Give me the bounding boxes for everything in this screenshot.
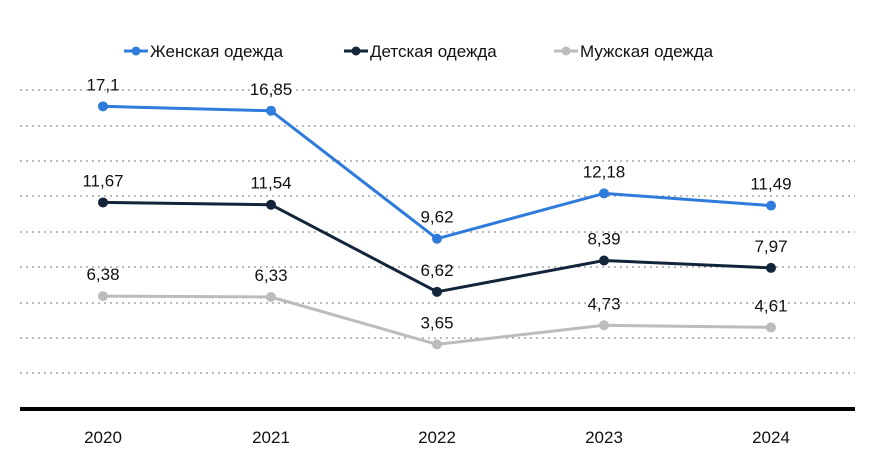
data-point[interactable] [766,200,776,211]
data-label: 12,18 [583,162,626,181]
x-tick-label: 2023 [585,428,623,447]
data-label: 16,85 [250,80,293,99]
data-label: 11,49 [750,175,791,194]
legend-item[interactable]: Женская одежда [124,42,284,61]
data-label: 17,1 [86,75,119,94]
data-label: 11,54 [250,174,291,193]
data-point[interactable] [766,262,776,273]
data-point[interactable] [98,197,108,208]
x-tick-label: 2022 [418,428,456,447]
series-1: 11,67 11,54 6,62 8,39 7,97 [82,171,788,297]
data-label: 7,97 [754,237,787,256]
series-0: 17,1 16,85 9,62 12,18 11,49 [86,75,792,244]
data-point[interactable] [432,233,442,244]
data-point[interactable] [266,105,276,116]
data-point[interactable] [599,255,609,266]
data-label: 8,39 [587,229,620,248]
legend-item[interactable]: Детская одежда [344,42,497,61]
data-point[interactable] [266,291,276,302]
data-point[interactable] [766,322,776,333]
data-point[interactable] [599,320,609,331]
series-2: 6,38 6,33 3,65 4,73 4,61 [86,265,788,350]
legend-label: Женская одежда [150,42,284,61]
data-label: 4,61 [754,296,787,315]
legend-marker-icon [131,46,141,56]
data-label: 6,38 [86,265,119,284]
data-point[interactable] [98,291,108,302]
x-tick-label: 2024 [752,428,790,447]
legend-marker-icon [561,46,571,56]
data-point[interactable] [432,286,442,297]
gridlines [20,89,855,374]
data-label: 9,62 [420,208,453,227]
data-label: 11,67 [82,171,123,190]
series-lines: 17,1 16,85 9,62 12,18 11,49 11,67 11,54 6,62 8,3… [82,75,792,350]
legend-label: Детская одежда [370,42,497,61]
data-label: 6,33 [254,266,287,285]
data-point[interactable] [266,199,276,210]
x-tick-label: 2021 [252,428,290,447]
data-label: 4,73 [587,294,620,313]
data-point[interactable] [432,339,442,350]
data-point[interactable] [599,188,609,199]
data-label: 6,62 [420,261,453,280]
legend-marker-icon [351,46,361,56]
legend-label: Мужская одежда [580,42,714,61]
legend: Женская одежда Детская одежда Мужская одеж… [124,42,714,61]
legend-item[interactable]: Мужская одежда [554,42,714,61]
x-tick-label: 2020 [84,428,122,447]
data-point[interactable] [98,101,108,112]
x-axis-ticks: 2020 2021 2022 2023 2024 [84,428,790,447]
data-label: 3,65 [420,313,453,332]
